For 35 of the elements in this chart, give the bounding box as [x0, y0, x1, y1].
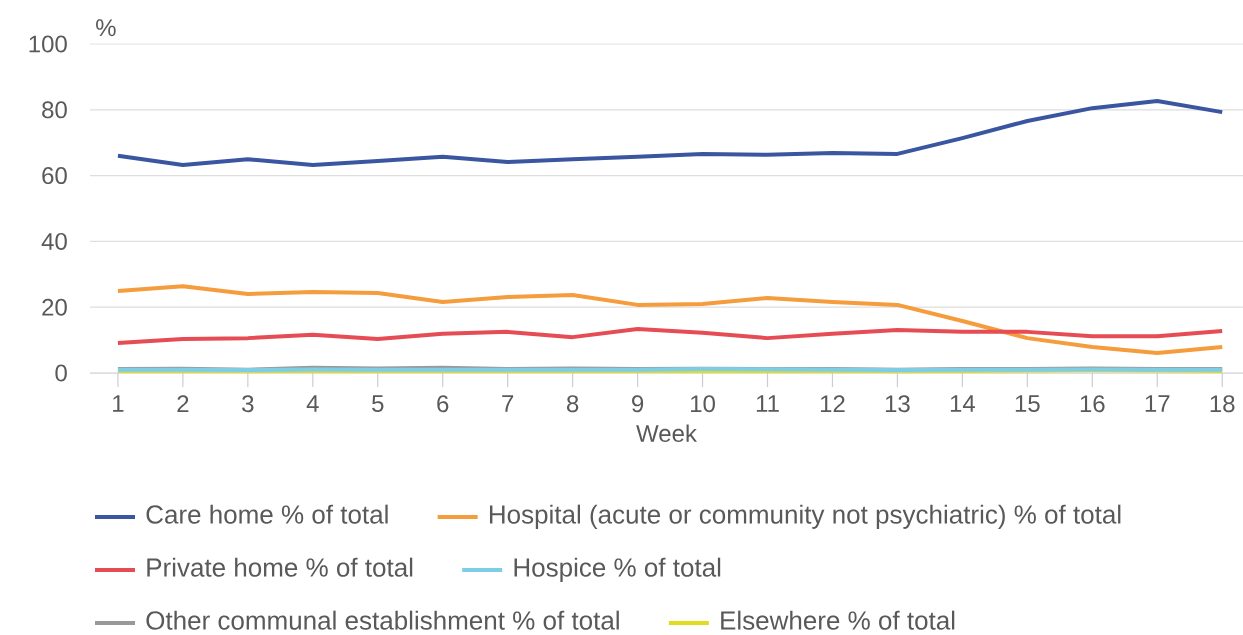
x-tick-label: 5 — [372, 395, 384, 412]
x-tick-label: 4 — [306, 395, 319, 412]
legend-label: Elsewhere % of total — [721, 610, 955, 630]
x-tick-label: 13 — [885, 395, 910, 413]
x-tick-label: 18 — [1210, 395, 1235, 413]
legend-label: Other communal establishment % of total — [146, 610, 619, 630]
x-tick-label: 15 — [1015, 395, 1040, 412]
x-tick-label: 2 — [177, 395, 189, 412]
legend-label: Hospital (acute or community not psychiatric) % of total — [489, 504, 1121, 529]
x-tick-label: 10 — [691, 395, 715, 413]
y-tick-label: 40 — [41, 232, 67, 250]
x-tick-label: 9 — [632, 395, 644, 413]
x-axis-title: Week — [636, 424, 697, 443]
legend-label: Private home % of total — [147, 557, 413, 577]
y-axis-title: % — [96, 19, 116, 37]
y-tick-label: 20 — [42, 298, 67, 316]
x-tick-label: 6 — [437, 395, 449, 413]
x-tick-label: 14 — [950, 395, 976, 412]
x-tick-label: 7 — [502, 395, 514, 412]
line-series — [115, 326, 1225, 346]
x-tick-label: 1 — [113, 395, 124, 412]
legend-label: Hospice % of total — [514, 557, 721, 582]
line-series — [115, 284, 1225, 355]
x-tick-label: 12 — [820, 395, 845, 412]
x-tick-label: 8 — [566, 395, 579, 413]
line-series — [115, 98, 1225, 168]
y-tick-label: 60 — [42, 167, 67, 185]
y-tick-label: 80 — [42, 101, 67, 119]
x-tick-label: 3 — [242, 395, 254, 413]
y-tick-label: 0 — [55, 364, 67, 382]
x-tick-label: 17 — [1145, 395, 1170, 412]
legend-label: Care home % of total — [146, 504, 388, 524]
x-tick-label: 11 — [756, 395, 779, 412]
y-tick-label: 100 — [29, 35, 67, 53]
x-tick-label: 16 — [1080, 395, 1105, 413]
